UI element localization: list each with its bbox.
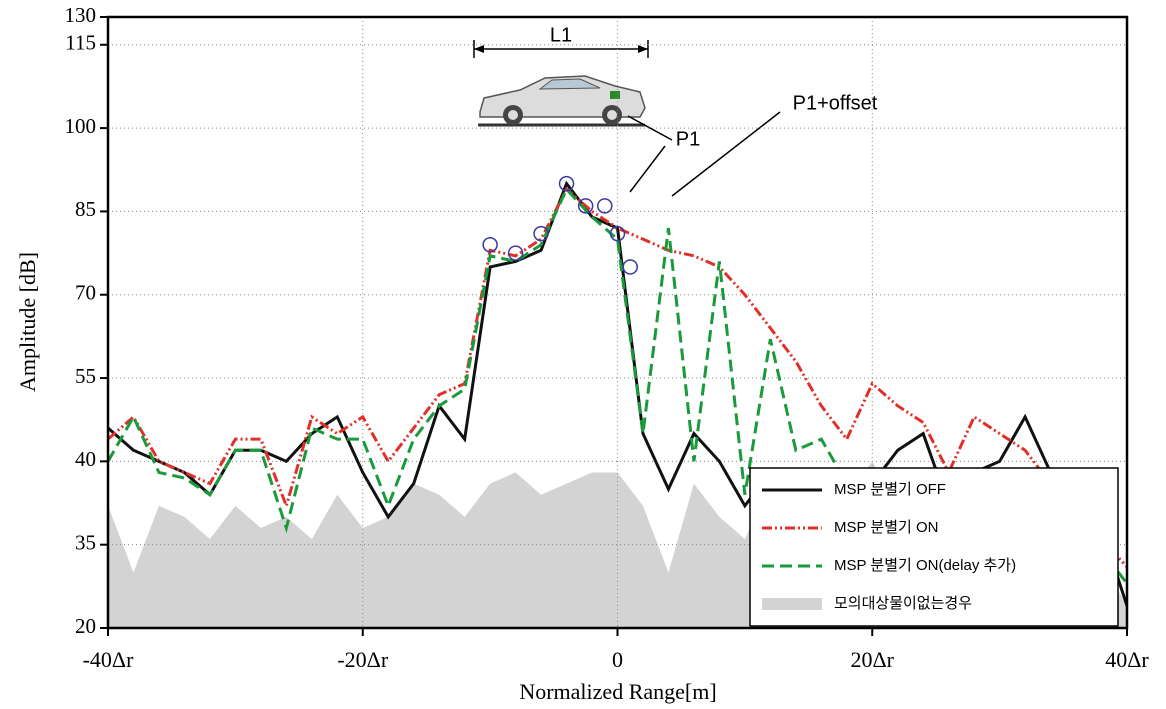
legend-label: MSP 분별기 OFF bbox=[834, 481, 946, 498]
x-tick-label: 0 bbox=[612, 647, 623, 672]
annotation: L1 bbox=[550, 24, 572, 46]
peak-marker bbox=[577, 198, 594, 214]
y-tick-label: 100 bbox=[65, 114, 97, 138]
peak-marker bbox=[609, 225, 626, 242]
annotation: P1 bbox=[676, 128, 700, 150]
annotation: P1+offset bbox=[793, 92, 878, 114]
legend-label: 모의대상물이없는경우 bbox=[834, 595, 972, 612]
y-tick-label: 40 bbox=[75, 447, 96, 471]
y-tick-label: 20 bbox=[75, 614, 96, 638]
y-tick-label: 55 bbox=[75, 364, 96, 388]
y-tick-label: 85 bbox=[75, 197, 96, 221]
peak-marker bbox=[533, 225, 549, 242]
x-tick-label: 40Δr bbox=[1105, 647, 1149, 672]
x-tick-label: -40Δr bbox=[83, 647, 134, 672]
legend-label: MSP 분별기 ON(delay 추가) bbox=[834, 557, 1016, 574]
y-tick-label: 130 bbox=[65, 3, 97, 27]
y-tick-label: 35 bbox=[75, 530, 96, 554]
y-axis-title: Amplitude [dB] bbox=[15, 252, 40, 392]
peak-marker bbox=[597, 198, 613, 214]
peak-marker bbox=[622, 259, 638, 275]
peak-marker bbox=[558, 175, 575, 192]
y-tick-label: 115 bbox=[65, 31, 96, 55]
peak-marker bbox=[507, 245, 524, 261]
x-axis-title: Normalized Range[m] bbox=[519, 679, 716, 704]
car-illustration bbox=[473, 40, 781, 197]
peak-marker bbox=[482, 236, 498, 253]
legend-label: MSP 분별기 ON bbox=[834, 519, 938, 536]
y-tick-label: 70 bbox=[75, 281, 96, 305]
x-tick-label: 20Δr bbox=[851, 647, 895, 672]
x-tick-label: -20Δr bbox=[337, 647, 388, 672]
